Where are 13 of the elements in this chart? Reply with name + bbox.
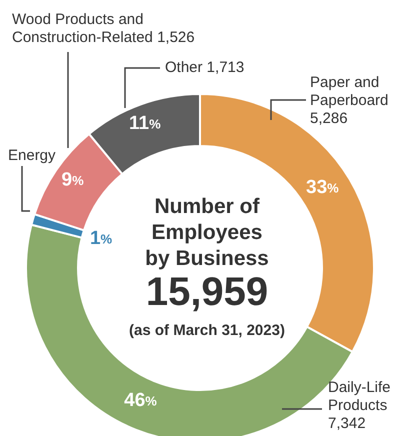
slice-label: Other 1,713 (165, 59, 244, 76)
data-label: 11% (129, 113, 162, 134)
data-label: 46% (124, 390, 158, 412)
text: Number of Employees by Business (145, 195, 269, 270)
data-label: 1% (90, 228, 113, 250)
slice-label: Wood Products and Construction-Related 1,526 (12, 11, 195, 46)
slice-label: Energy (8, 147, 56, 164)
slice-label: Daily-Life Products 7,342 (328, 379, 391, 432)
text: (as of March 31, 2023) (129, 322, 285, 339)
text: 15,959 (146, 270, 268, 314)
data-label: 33% (306, 177, 340, 198)
data-label: 9% (62, 169, 84, 190)
slice-label: Paper and Paperboard 5,286 (310, 74, 388, 127)
